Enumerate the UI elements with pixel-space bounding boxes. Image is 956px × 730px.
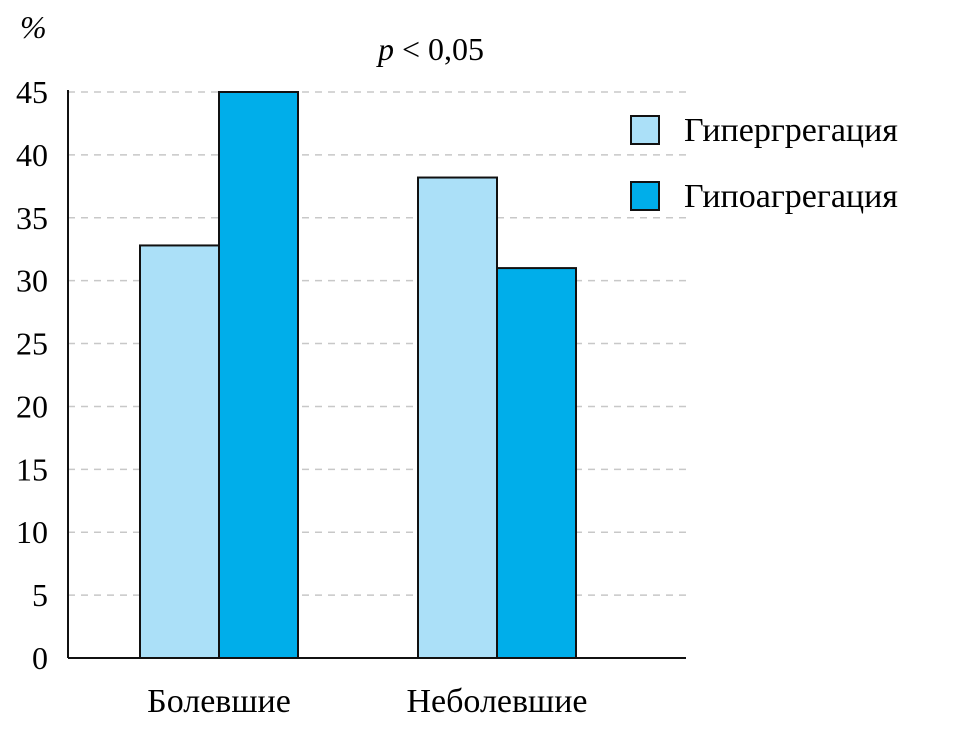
category-label: Болевшие bbox=[147, 683, 291, 720]
legend-swatch bbox=[630, 181, 660, 211]
y-tick-label: 10 bbox=[16, 514, 48, 550]
y-tick-labels: 0 5 10 15 20 25 30 35 40 45 bbox=[16, 74, 48, 676]
bar bbox=[218, 91, 299, 659]
bars bbox=[139, 91, 577, 659]
category-labels: Болевшие Неболевшие bbox=[147, 683, 587, 720]
y-tick-label: 45 bbox=[16, 74, 48, 110]
axes bbox=[67, 90, 686, 659]
y-tick-label: 40 bbox=[16, 137, 48, 173]
significance-annotation: p < 0,05 bbox=[376, 31, 484, 67]
y-tick-label: 35 bbox=[16, 200, 48, 236]
p-symbol: p bbox=[376, 31, 394, 67]
y-tick-label: 25 bbox=[16, 326, 48, 362]
legend-label: Гипергрегация bbox=[684, 112, 898, 149]
legend-label: Гипоагрегация bbox=[684, 178, 898, 215]
y-tick-label: 30 bbox=[16, 263, 48, 299]
bar bbox=[139, 244, 220, 659]
bar bbox=[417, 176, 498, 659]
y-tick-label: 15 bbox=[16, 451, 48, 487]
y-tick-label: 5 bbox=[32, 577, 48, 613]
legend-swatch bbox=[630, 115, 660, 145]
y-axis-label: % bbox=[20, 9, 47, 45]
p-value-text: < 0,05 bbox=[394, 31, 484, 67]
bar bbox=[496, 267, 577, 659]
category-label: Неболевшие bbox=[406, 683, 587, 720]
y-tick-label: 20 bbox=[16, 388, 48, 424]
legend: Гипергрегация Гипоагрегация bbox=[630, 112, 898, 215]
y-tick-label: 0 bbox=[32, 640, 48, 676]
